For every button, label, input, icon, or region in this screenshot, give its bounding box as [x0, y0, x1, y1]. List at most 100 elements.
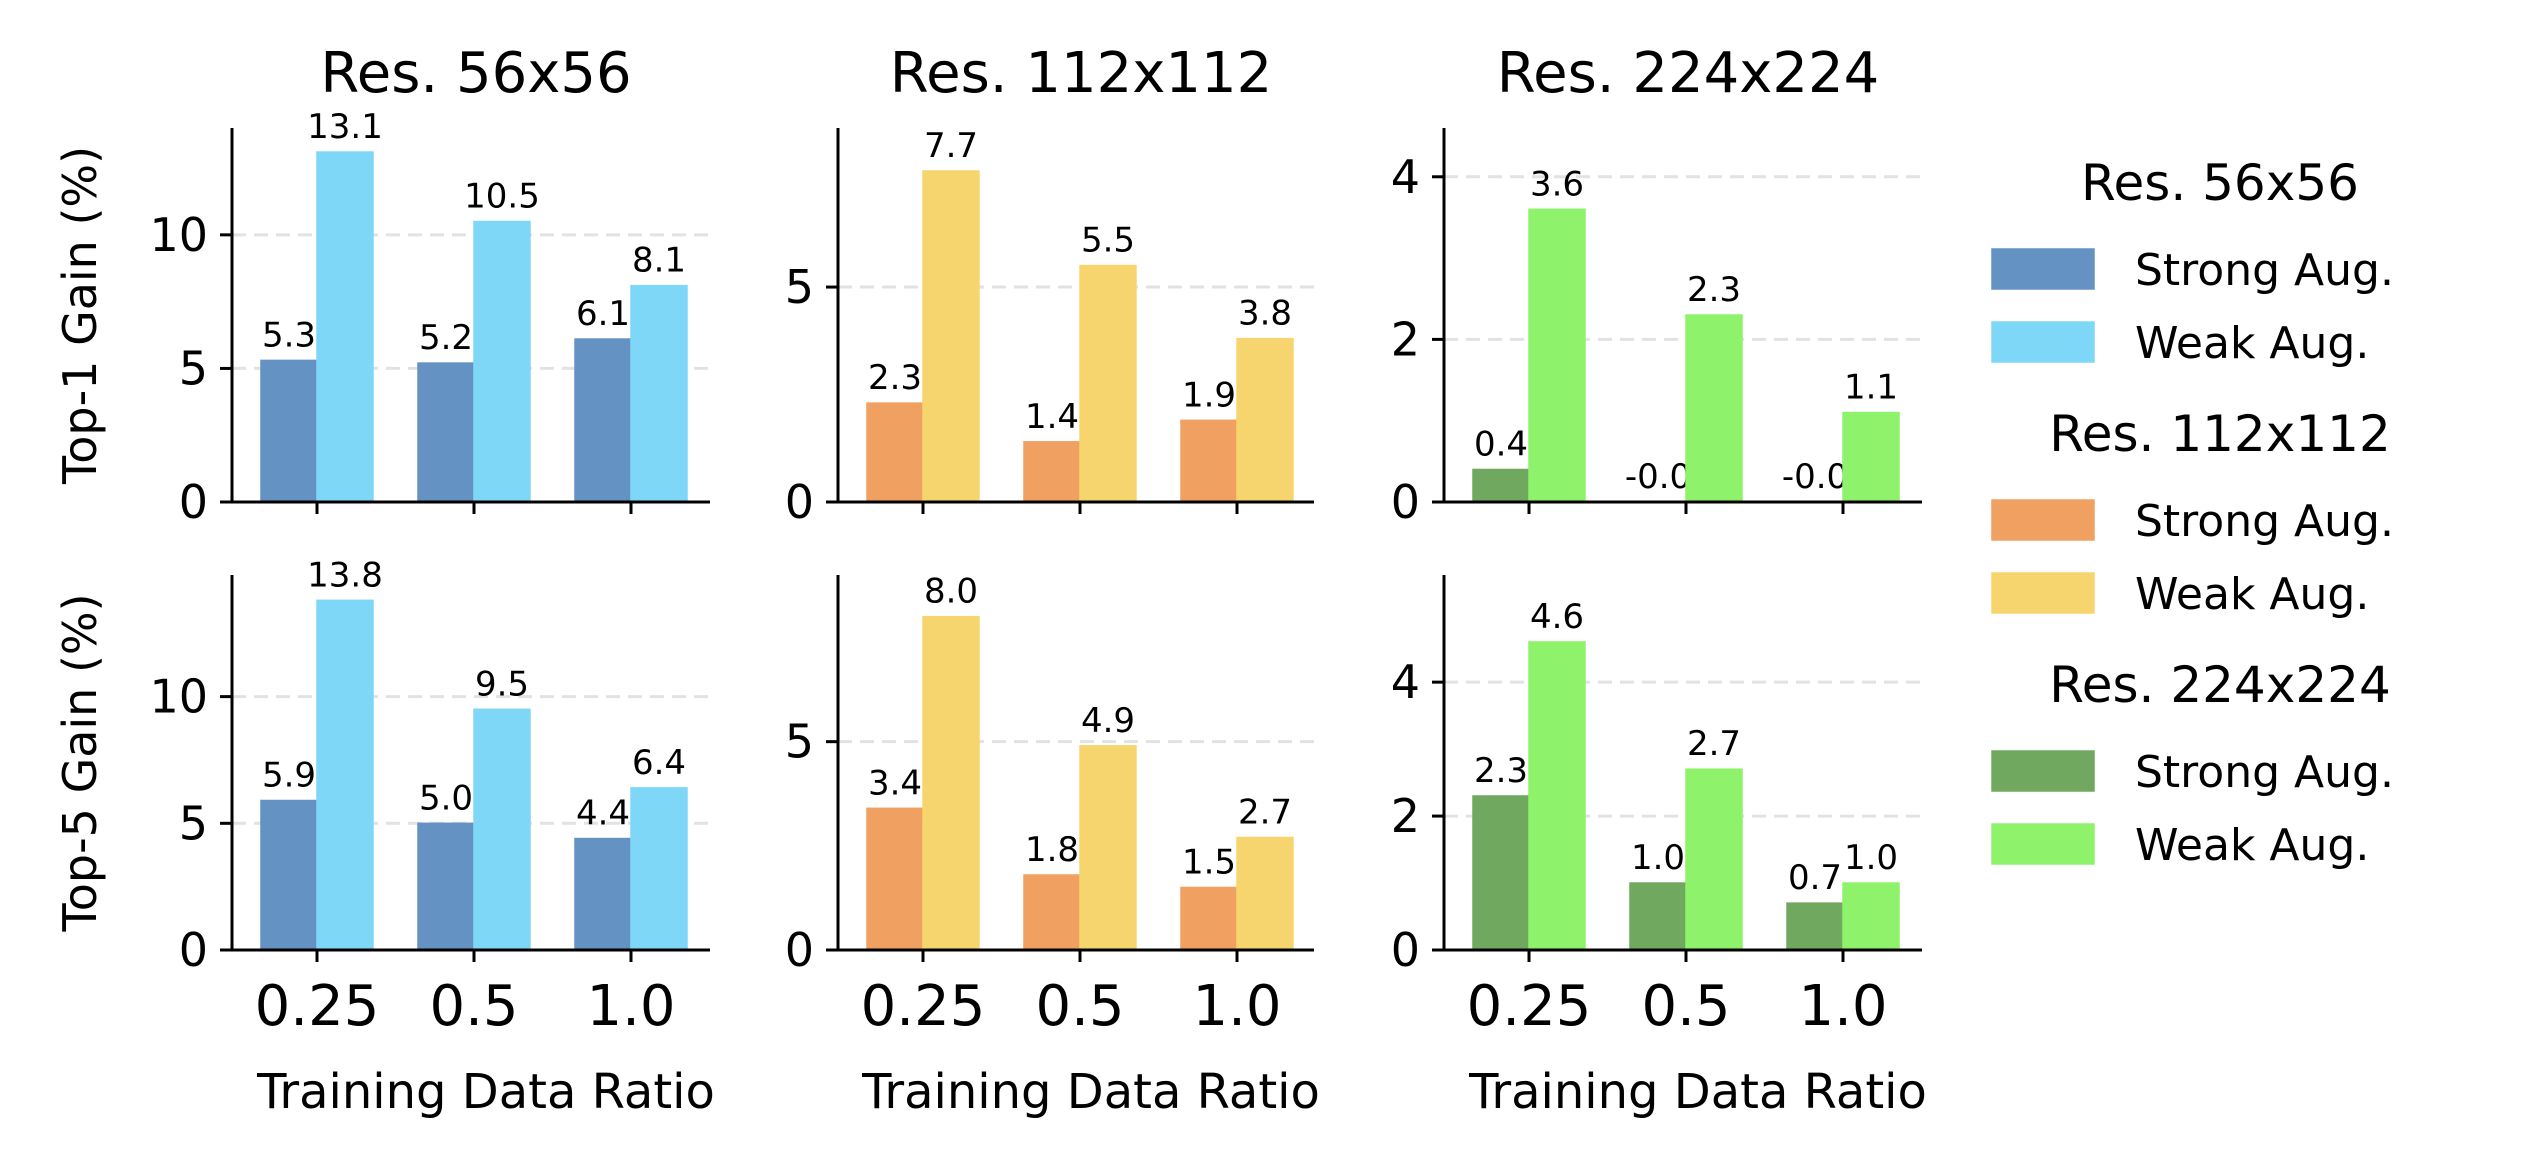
- bar-strong-aug-1-0: [1180, 419, 1238, 503]
- bar-weak-aug-1-0: [1842, 411, 1900, 503]
- bar-weak-aug-0-25: [316, 151, 374, 503]
- x-axis-label: Training Data Ratio: [861, 1064, 1320, 1120]
- legend-entry-label: Weak Aug.: [2135, 318, 2369, 369]
- bar-weak-aug-0-25: [316, 599, 374, 951]
- bar-weak-aug-0-5: [1079, 264, 1137, 503]
- bar-strong-aug-0-25: [1472, 795, 1530, 951]
- bar-strong-aug-0-25: [866, 402, 924, 503]
- bar-weak-aug-0-5: [1685, 314, 1743, 503]
- y-axis-label: Top-1 Gain (%): [53, 146, 107, 485]
- legend-entry-label: Weak Aug.: [2135, 569, 2369, 620]
- bar-value-label: -0.0: [1782, 457, 1848, 497]
- y-tick-label: 0: [1391, 923, 1420, 977]
- bar-strong-aug-0-5: [417, 362, 475, 503]
- bar-value-label: 4.4: [576, 794, 630, 834]
- bar-strong-aug-1-0: [574, 837, 632, 951]
- bar-weak-aug-1-0: [1842, 882, 1900, 951]
- legend-group-title: Res. 224x224: [2049, 656, 2391, 714]
- x-tick-label: 0.5: [1641, 974, 1730, 1039]
- bar-strong-aug-1-0: [1786, 902, 1844, 951]
- bar-value-label: 1.5: [1182, 843, 1236, 883]
- panel-title: Res. 224x224: [1497, 41, 1880, 106]
- x-tick-label: 1.0: [1192, 974, 1281, 1039]
- bar-strong-aug-0-5: [1629, 882, 1687, 951]
- legend-swatch-weak-aug: [1991, 572, 2095, 614]
- bar-value-label: 1.9: [1182, 375, 1236, 415]
- bar-value-label: 1.8: [1025, 830, 1079, 870]
- bar-value-label: 2.7: [1238, 793, 1292, 833]
- bar-weak-aug-0-25: [1528, 208, 1586, 503]
- bar-value-label: 3.6: [1530, 164, 1584, 204]
- x-axis-label: Training Data Ratio: [1468, 1064, 1927, 1120]
- bar-value-label: 4.6: [1530, 597, 1584, 637]
- bar-weak-aug-1-0: [1236, 836, 1294, 951]
- bar-weak-aug-0-25: [922, 170, 980, 503]
- panel-title: Res. 112x112: [890, 41, 1273, 106]
- bar-value-label: 6.4: [632, 743, 686, 783]
- y-axis-label: Top-5 Gain (%): [53, 593, 107, 932]
- legend-entry-label: Strong Aug.: [2135, 747, 2394, 798]
- panel-top-5-gain-res-112x112: 3.4 1.8 1.5 8.0 4.9 2.7 0 5 0.25 0.5 1.0 Training D…: [785, 572, 1320, 1120]
- y-tick-label: 10: [149, 208, 208, 262]
- bar-strong-aug-0-5: [1023, 441, 1081, 503]
- legend-swatch-strong-aug: [1991, 750, 2095, 792]
- x-tick-label: 0.5: [1035, 974, 1124, 1039]
- bar-strong-aug-0-25: [260, 359, 318, 503]
- bar-weak-aug-1-0: [630, 284, 688, 503]
- bar-weak-aug-0-25: [922, 615, 980, 951]
- bar-value-label: 3.8: [1238, 294, 1292, 334]
- bar-value-label: -0.0: [1625, 457, 1691, 497]
- legend-group-title: Res. 56x56: [2081, 154, 2359, 212]
- bar-strong-aug-0-25: [1472, 468, 1530, 503]
- bar-weak-aug-0-5: [1685, 768, 1743, 951]
- panel-top-1-gain-res-112x112: 2.3 1.4 1.9 7.7 5.5 3.8 0 5 Res. 112x112: [785, 41, 1314, 529]
- bar-weak-aug-1-0: [630, 787, 688, 951]
- legend-swatch-strong-aug: [1991, 499, 2095, 541]
- bar-value-label: 8.1: [632, 241, 686, 281]
- legend-swatch-strong-aug: [1991, 248, 2095, 290]
- panel-top-5-gain-res-56x56: 5.9 5.0 4.4 13.8 9.5 6.4 0 5 10 0.25 0.5 1.0 Trainin…: [53, 555, 715, 1120]
- y-tick-label: 2: [1391, 312, 1420, 366]
- bar-value-label: 0.4: [1474, 424, 1528, 464]
- y-tick-label: 2: [1391, 789, 1420, 843]
- x-tick-label: 0.25: [1467, 974, 1592, 1039]
- bar-value-label: 9.5: [475, 664, 529, 704]
- bar-value-label: 1.1: [1844, 368, 1898, 408]
- y-tick-label: 0: [785, 923, 814, 977]
- y-tick-label: 4: [1391, 655, 1420, 709]
- bar-strong-aug-1-0: [574, 338, 632, 503]
- bar-value-label: 2.7: [1687, 724, 1741, 764]
- y-tick-label: 0: [179, 475, 208, 529]
- legend-entry-label: Weak Aug.: [2135, 820, 2369, 871]
- bar-value-label: 5.2: [419, 318, 473, 358]
- bar-weak-aug-0-5: [1079, 745, 1137, 951]
- bar-weak-aug-1-0: [1236, 337, 1294, 503]
- y-tick-label: 5: [179, 341, 208, 395]
- legend-group-title: Res. 112x112: [2049, 405, 2391, 463]
- bar-value-label: 7.7: [924, 126, 978, 166]
- bar-strong-aug-0-5: [1023, 874, 1081, 951]
- bar-value-label: 5.0: [419, 778, 473, 818]
- legend-entry-label: Strong Aug.: [2135, 245, 2394, 296]
- bar-value-label: 8.0: [924, 572, 978, 612]
- bar-strong-aug-0-25: [260, 799, 318, 951]
- panel-top-1-gain-res-224x224: 0.4 -0.0 -0.0 3.6 2.3 1.1 0 2 4 Res. 224x224: [1391, 41, 1922, 529]
- bar-value-label: 1.0: [1844, 838, 1898, 878]
- bar-value-label: 1.0: [1631, 838, 1685, 878]
- bar-weak-aug-0-5: [473, 220, 531, 503]
- bar-value-label: 2.3: [1687, 270, 1741, 310]
- y-tick-label: 5: [785, 715, 814, 769]
- bar-strong-aug-0-5: [417, 822, 475, 951]
- y-tick-label: 10: [149, 670, 208, 724]
- x-tick-label: 0.25: [255, 974, 380, 1039]
- bar-value-label: 5.3: [262, 315, 316, 355]
- legend-entry-label: Strong Aug.: [2135, 496, 2394, 547]
- y-tick-label: 0: [179, 923, 208, 977]
- legend: Res. 56x56 Strong Aug. Weak Aug. Res. 112x1…: [1991, 154, 2394, 871]
- y-tick-label: 0: [785, 475, 814, 529]
- x-tick-label: 1.0: [1798, 974, 1887, 1039]
- legend-swatch-weak-aug: [1991, 823, 2095, 865]
- y-tick-label: 4: [1391, 150, 1420, 204]
- bar-value-label: 6.1: [576, 294, 630, 334]
